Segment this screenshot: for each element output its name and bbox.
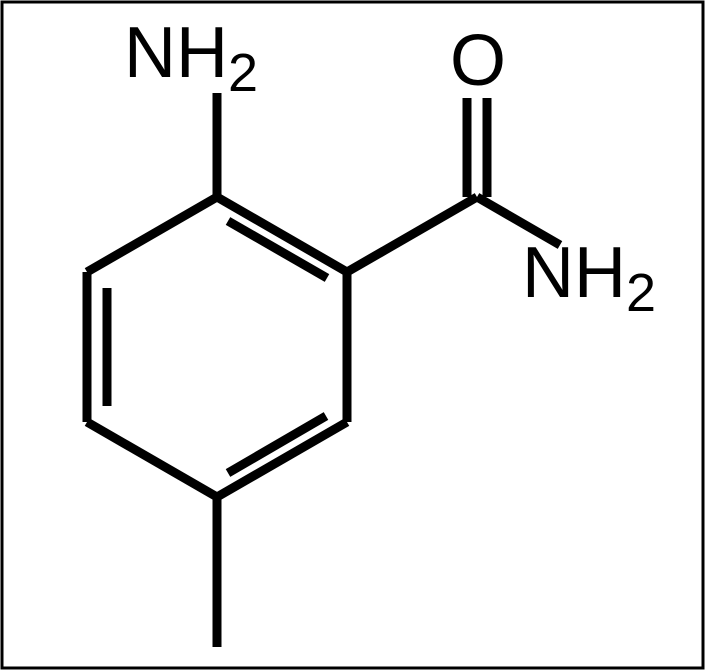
label-nh2-top-text: NH [124,13,228,93]
label-nh2-right-sub: 2 [626,263,656,323]
label-o: O [450,21,506,101]
label-nh2-top-sub: 2 [228,43,258,103]
chemical-structure-svg: NH2 O NH2 [0,0,705,670]
label-nh2-right-text: NH [522,233,626,313]
label-o-text: O [450,21,506,101]
